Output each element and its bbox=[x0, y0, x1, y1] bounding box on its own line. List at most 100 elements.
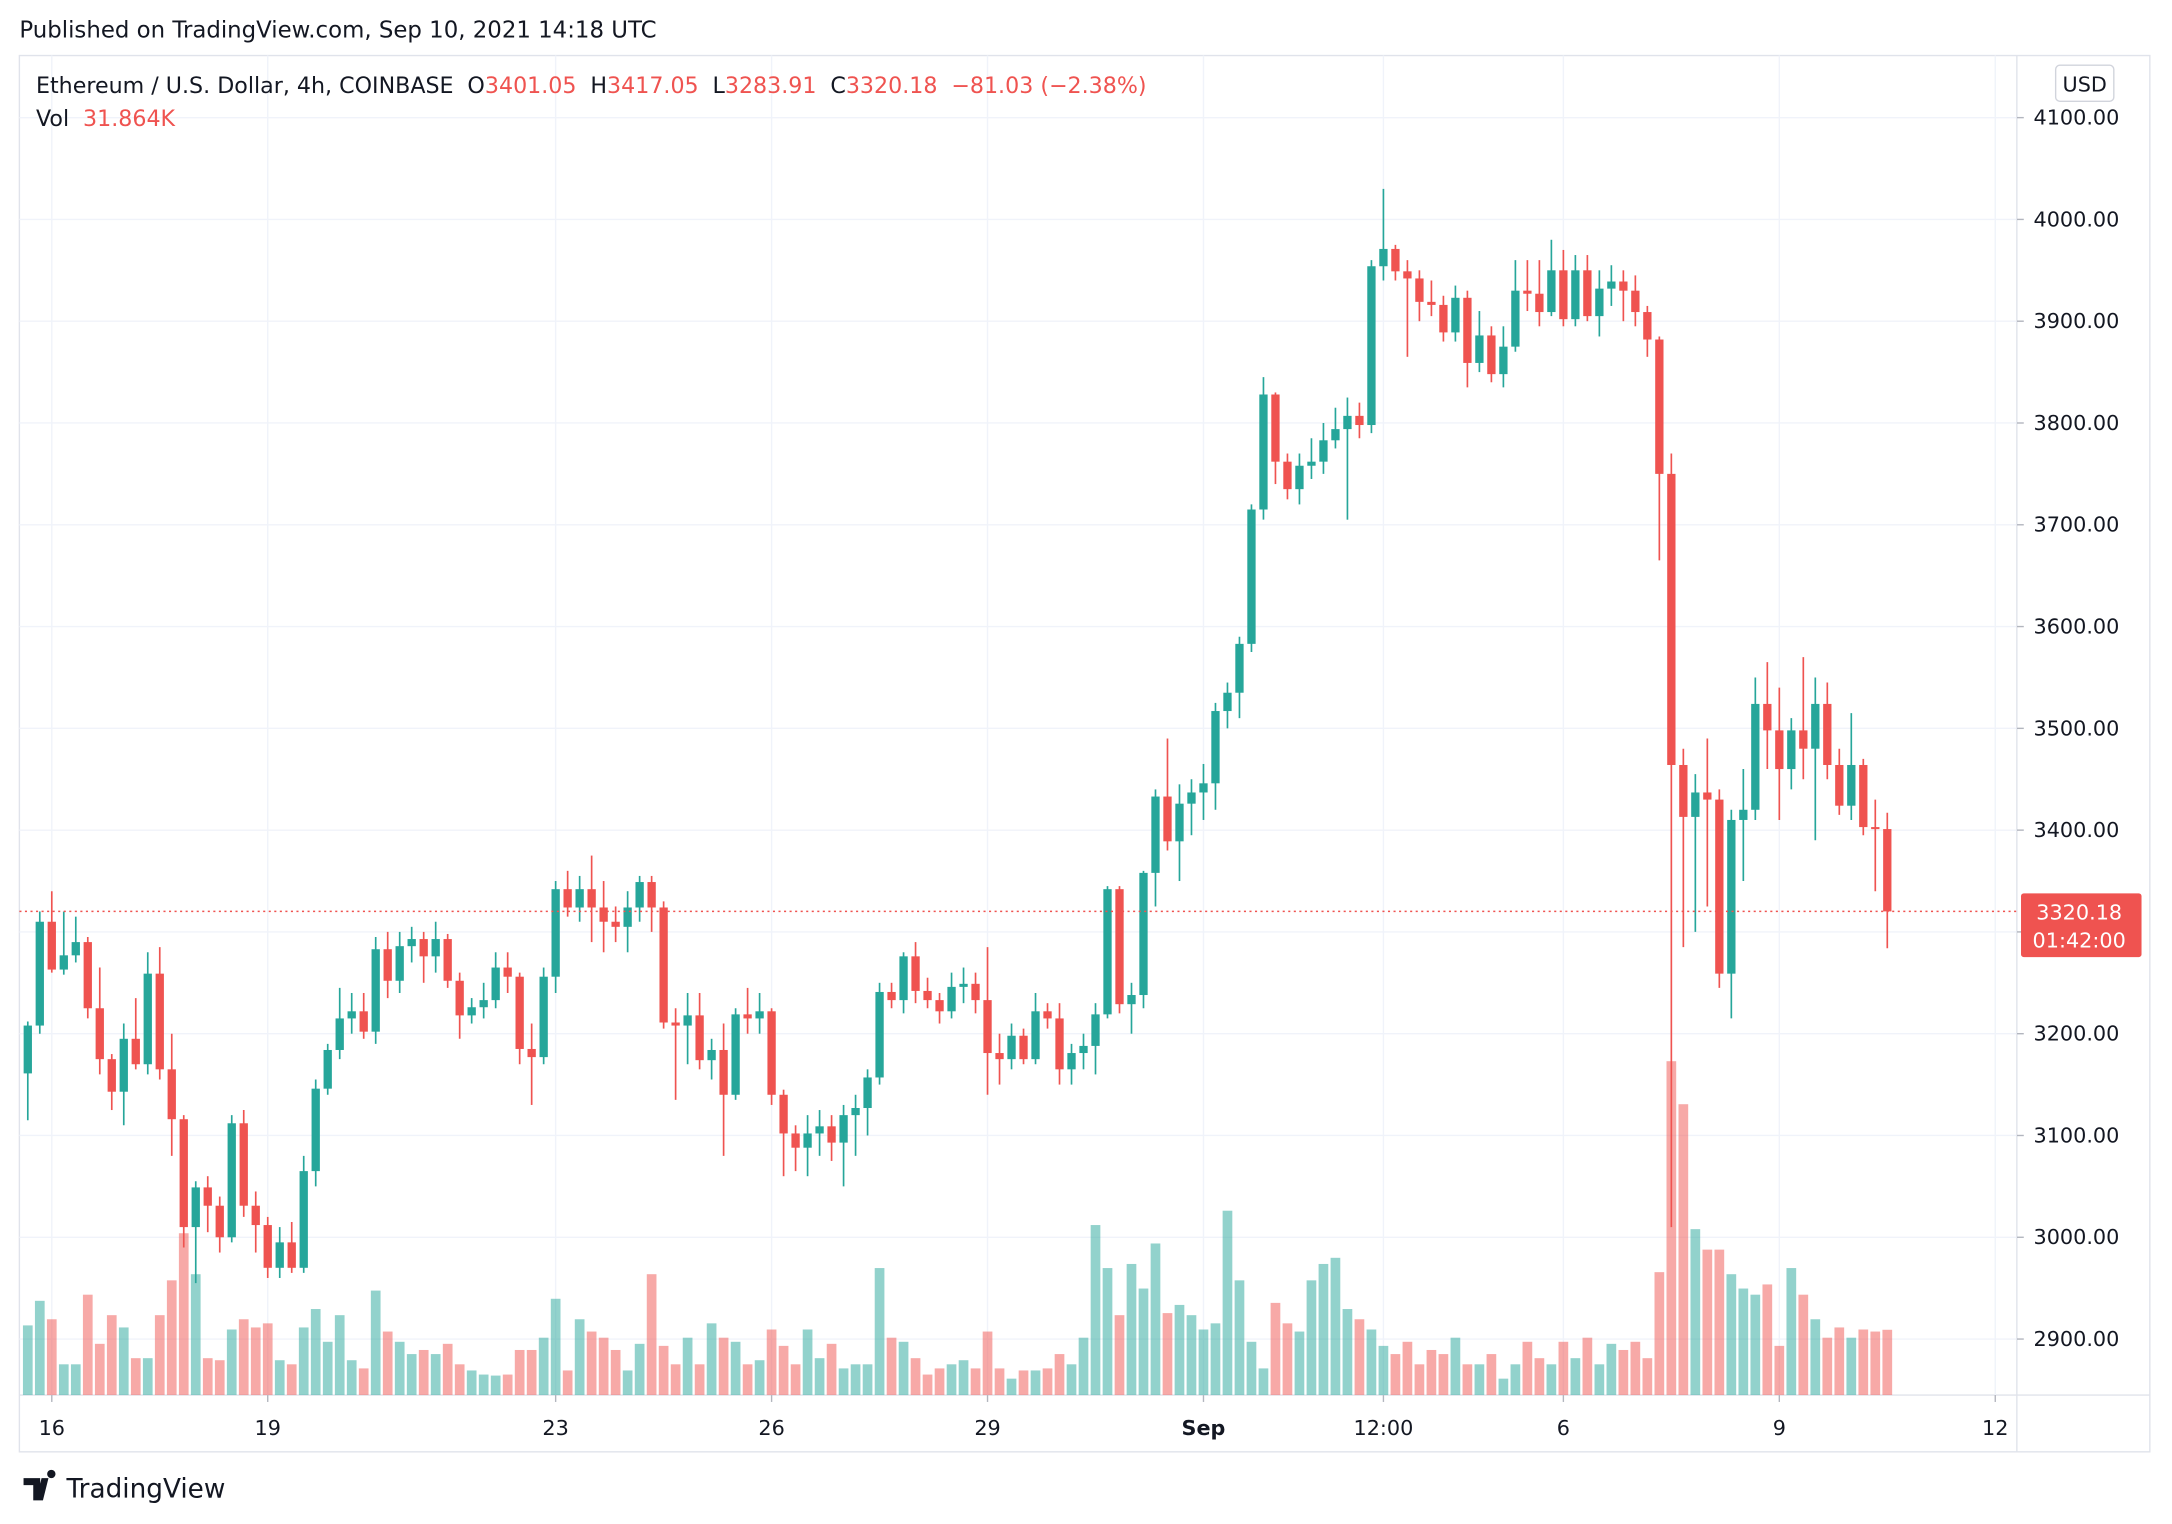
candle-body bbox=[647, 882, 656, 908]
candle-body bbox=[803, 1133, 812, 1148]
legend-open: 3401.05 bbox=[485, 73, 577, 99]
candle-body bbox=[779, 1094, 788, 1134]
volume-bar bbox=[1618, 1349, 1629, 1396]
volume-bar bbox=[1330, 1257, 1341, 1396]
candle-body bbox=[395, 946, 404, 981]
candle-body bbox=[1115, 889, 1124, 1005]
candle-body bbox=[155, 973, 164, 1070]
volume-bar bbox=[154, 1315, 165, 1396]
y-tick-label: 3800.00 bbox=[2033, 411, 2119, 435]
y-tick-label: 3100.00 bbox=[2033, 1123, 2119, 1147]
candle-body bbox=[515, 976, 524, 1049]
candle-body bbox=[1775, 730, 1784, 770]
candle-body bbox=[767, 1011, 776, 1095]
candle-body bbox=[1859, 764, 1868, 828]
volume-bar bbox=[682, 1337, 693, 1396]
volume-bar bbox=[394, 1341, 405, 1396]
candle-body bbox=[47, 921, 56, 970]
candle-body bbox=[1223, 692, 1232, 712]
legend-line: Ethereum / U.S. Dollar, 4h, COINBASE O340… bbox=[36, 73, 1147, 99]
candle-body bbox=[815, 1126, 824, 1134]
volume-bar bbox=[742, 1364, 753, 1396]
volume-bar bbox=[358, 1368, 369, 1396]
y-tick-label: 3900.00 bbox=[2033, 309, 2119, 333]
candle-body bbox=[1427, 301, 1436, 305]
candle-body bbox=[1403, 271, 1412, 279]
volume-bar bbox=[1006, 1378, 1017, 1396]
candle-body bbox=[1535, 293, 1544, 313]
volume-bar bbox=[862, 1364, 873, 1396]
volume-bar bbox=[1882, 1329, 1893, 1396]
candle-body bbox=[575, 889, 584, 908]
candle-body bbox=[1151, 796, 1160, 873]
volume-bar bbox=[58, 1364, 69, 1396]
candle-body bbox=[491, 967, 500, 1001]
volume-bar bbox=[1102, 1268, 1113, 1396]
candle-body bbox=[959, 983, 968, 987]
candle-body bbox=[1307, 461, 1316, 466]
candle-body bbox=[1079, 1045, 1088, 1054]
footer-logo: TradingView bbox=[23, 1469, 225, 1505]
volume-bar bbox=[1486, 1354, 1497, 1396]
volume-bar bbox=[238, 1319, 249, 1396]
countdown-label: 01:42:00 bbox=[2033, 928, 2126, 952]
candle-body bbox=[251, 1205, 260, 1226]
volume-bar bbox=[1582, 1337, 1593, 1396]
candle-body bbox=[743, 1014, 752, 1019]
volume-bar bbox=[958, 1360, 969, 1396]
volume-bar bbox=[610, 1349, 621, 1396]
candle-body bbox=[203, 1187, 212, 1206]
volume-bar bbox=[514, 1349, 525, 1396]
x-tick-label: 26 bbox=[758, 1416, 784, 1440]
volume-bar bbox=[1510, 1364, 1521, 1396]
volume-bar bbox=[250, 1327, 261, 1396]
last-price-box bbox=[2021, 893, 2142, 958]
candle-body bbox=[1271, 394, 1280, 462]
candle-body bbox=[923, 990, 932, 1001]
volume-bar bbox=[1150, 1243, 1161, 1396]
volume-bar bbox=[1090, 1225, 1101, 1396]
volume-bar bbox=[1282, 1323, 1293, 1396]
x-tick-label: 6 bbox=[1557, 1416, 1570, 1440]
volume-bar bbox=[178, 1233, 189, 1396]
volume-bar bbox=[130, 1358, 141, 1396]
candle-body bbox=[1415, 278, 1424, 302]
volume-bar bbox=[898, 1341, 909, 1396]
candle-body bbox=[83, 942, 92, 1009]
legend-change: −81.03 (−2.38%) bbox=[951, 73, 1146, 99]
candle-body bbox=[1691, 792, 1700, 817]
volume-bar bbox=[1474, 1364, 1485, 1396]
volume-bar bbox=[910, 1358, 921, 1396]
candle-body bbox=[1571, 270, 1580, 320]
candle-body bbox=[1067, 1053, 1076, 1070]
volume-bar bbox=[1594, 1364, 1605, 1396]
currency-label[interactable]: USD bbox=[2063, 73, 2107, 97]
candle-body bbox=[1715, 799, 1724, 974]
volume-bar bbox=[1222, 1210, 1233, 1396]
volume-bar bbox=[838, 1368, 849, 1396]
volume-bar bbox=[82, 1294, 93, 1396]
volume-bar bbox=[1354, 1319, 1365, 1396]
volume-bar bbox=[1726, 1274, 1737, 1396]
candle-body bbox=[1643, 312, 1652, 340]
volume-bar bbox=[778, 1345, 789, 1396]
volume-bar bbox=[1774, 1345, 1785, 1396]
candle-body bbox=[707, 1049, 716, 1061]
candle-body bbox=[1235, 643, 1244, 693]
candle-body bbox=[1751, 703, 1760, 810]
candle-body bbox=[167, 1069, 176, 1120]
currency-box[interactable] bbox=[2054, 64, 2115, 102]
candle-body bbox=[1799, 730, 1808, 749]
candle-body bbox=[455, 980, 464, 1016]
candle-body bbox=[635, 882, 644, 908]
volume-bar bbox=[946, 1364, 957, 1396]
legend-low: 3283.91 bbox=[725, 73, 817, 99]
candle-body bbox=[35, 921, 44, 1026]
volume-bar bbox=[970, 1368, 981, 1396]
volume-bar bbox=[1702, 1249, 1713, 1396]
volume-bar bbox=[322, 1341, 333, 1396]
candle-body bbox=[1823, 703, 1832, 765]
candle-body bbox=[1163, 796, 1172, 842]
candle-body bbox=[191, 1187, 200, 1228]
